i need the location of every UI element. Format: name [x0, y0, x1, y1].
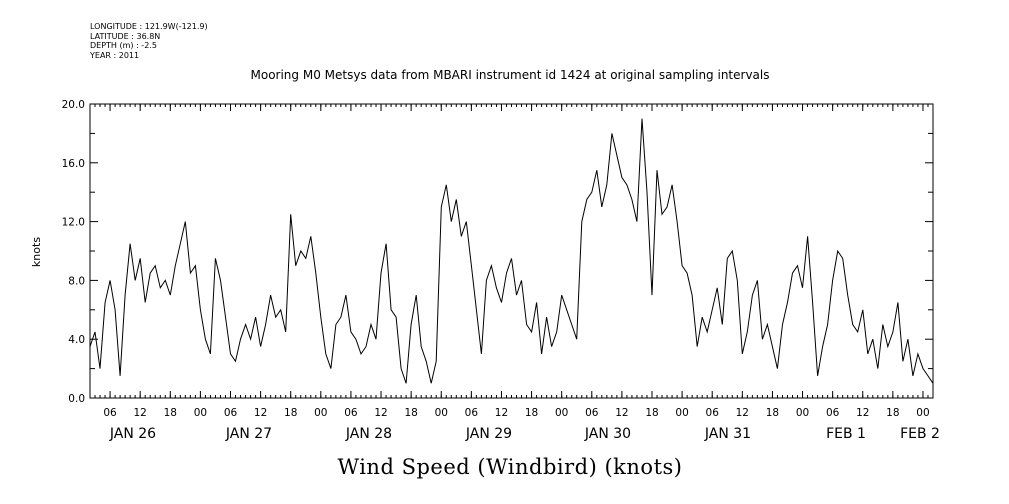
x-hour-label: 06 [103, 407, 117, 419]
longitude-text: LONGITUDE : 121.9W(-121.9) [90, 22, 208, 31]
y-tick-label: 12.0 [62, 217, 85, 229]
y-tick-label: 16.0 [62, 158, 85, 170]
y-tick-label: 8.0 [68, 275, 85, 287]
latitude-text: LATITUDE : 36.8N [90, 32, 161, 41]
x-day-label: JAN 29 [465, 426, 512, 442]
x-hour-label: 18 [766, 407, 779, 419]
x-hour-label: 00 [916, 407, 929, 419]
x-day-label: JAN 27 [225, 426, 272, 442]
series-layer [89, 118, 934, 384]
x-hour-label: 00 [555, 407, 568, 419]
x-hour-label: 06 [344, 407, 358, 419]
year-text: YEAR : 2011 [90, 51, 140, 60]
y-tick-label: 0.0 [68, 393, 85, 405]
x-hour-label: 18 [404, 407, 417, 419]
x-axis-ticks: 06 12 18 00 06 12 18 00 06 12 18 00 06 12 18 00 06 12 18 00… [103, 104, 940, 442]
y-axis-ticks: 0.0 4.0 8.0 12.0 16.0 20.0 [62, 99, 933, 405]
x-hour-label: 12 [374, 407, 387, 419]
x-hour-label: 12 [133, 407, 146, 419]
x-axis-title: Wind Speed (Windbird) (knots) [337, 455, 683, 479]
x-hour-label: 00 [194, 407, 207, 419]
x-hour-label: 06 [224, 407, 238, 419]
chart-title: Mooring M0 Metsys data from MBARI instru… [250, 68, 770, 82]
x-hour-label: 12 [856, 407, 869, 419]
x-day-label: JAN 26 [109, 426, 156, 442]
x-hour-label: 18 [284, 407, 297, 419]
x-day-label: JAN 30 [584, 426, 631, 442]
x-hour-label: 18 [525, 407, 538, 419]
x-hour-label: 06 [706, 407, 720, 419]
depth-text: DEPTH (m) : -2.5 [90, 41, 157, 50]
x-hour-label: 12 [736, 407, 749, 419]
x-hour-label: 12 [615, 407, 628, 419]
y-tick-label: 4.0 [68, 334, 85, 346]
x-hour-label: 06 [465, 407, 479, 419]
x-hour-label: 12 [254, 407, 267, 419]
x-hour-label: 06 [585, 407, 599, 419]
x-hour-label: 06 [826, 407, 840, 419]
x-hour-label: 12 [495, 407, 508, 419]
x-day-label: FEB 2 [900, 426, 940, 442]
x-hour-label: 18 [886, 407, 899, 419]
x-day-label: FEB 1 [826, 426, 866, 442]
x-day-label: JAN 28 [345, 426, 392, 442]
series-line-wind-speed [89, 118, 934, 384]
x-day-label: JAN 31 [704, 426, 751, 442]
x-hour-label: 00 [314, 407, 327, 419]
x-hour-label: 00 [796, 407, 809, 419]
y-axis-label: knots [30, 237, 43, 267]
x-hour-label: 18 [164, 407, 177, 419]
y-tick-label: 20.0 [62, 99, 85, 111]
x-hour-label: 00 [675, 407, 688, 419]
x-hour-label: 18 [645, 407, 658, 419]
x-hour-label: 00 [435, 407, 448, 419]
